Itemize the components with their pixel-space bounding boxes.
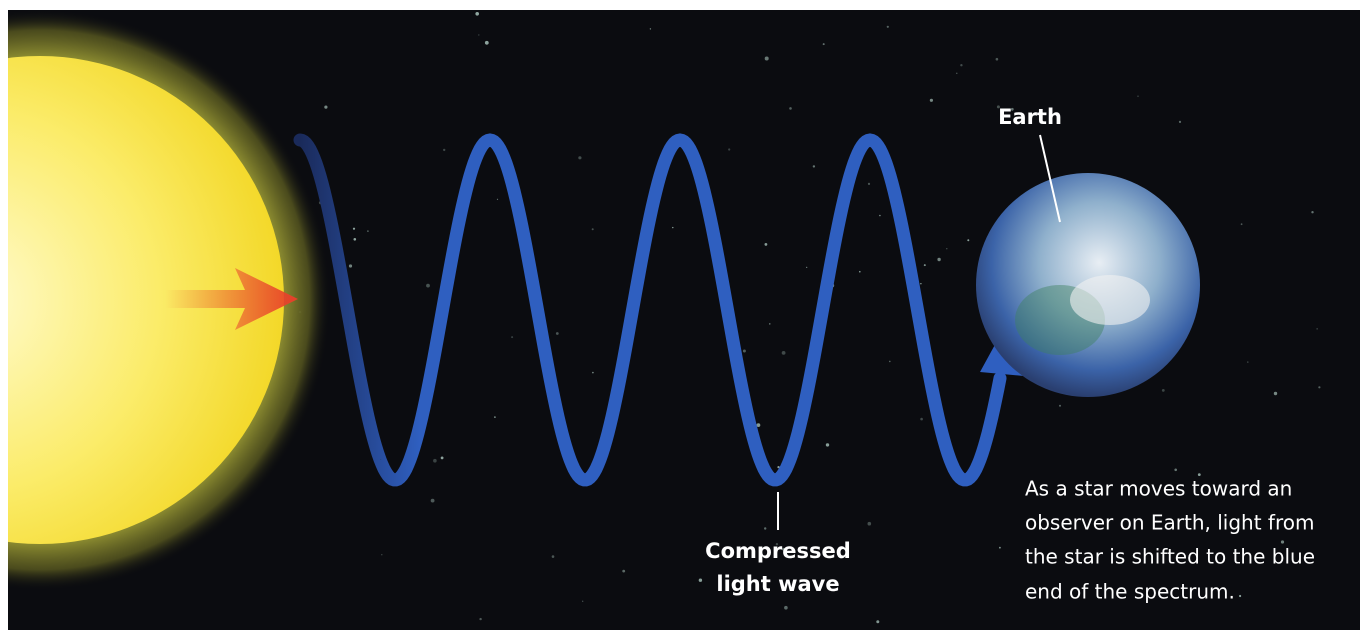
earth-cloud bbox=[1070, 275, 1150, 325]
star bbox=[822, 43, 825, 46]
wave-label: light wave bbox=[716, 572, 839, 596]
star bbox=[1247, 361, 1249, 363]
star bbox=[929, 98, 934, 102]
star bbox=[555, 332, 559, 335]
star bbox=[775, 543, 779, 546]
star bbox=[956, 72, 958, 75]
caption-line: observer on Earth, light from bbox=[1025, 511, 1314, 535]
star bbox=[494, 416, 496, 418]
star bbox=[672, 226, 674, 229]
star bbox=[999, 546, 1001, 549]
star bbox=[324, 105, 328, 109]
star bbox=[782, 547, 785, 551]
star bbox=[1318, 386, 1321, 389]
star bbox=[920, 283, 922, 285]
star bbox=[769, 323, 771, 325]
star bbox=[1059, 404, 1061, 407]
star bbox=[381, 554, 383, 556]
star bbox=[592, 371, 594, 374]
earth-label: Earth bbox=[998, 105, 1062, 129]
star bbox=[784, 605, 788, 610]
star bbox=[923, 264, 926, 267]
star bbox=[995, 57, 999, 61]
star bbox=[1311, 211, 1314, 214]
star bbox=[806, 266, 808, 268]
star bbox=[812, 165, 816, 168]
star bbox=[867, 521, 872, 526]
star bbox=[348, 264, 353, 268]
star bbox=[591, 228, 594, 231]
star bbox=[967, 239, 970, 242]
star bbox=[440, 456, 444, 460]
star bbox=[889, 360, 891, 363]
star bbox=[946, 248, 948, 250]
caption-line: the star is shifted to the blue bbox=[1025, 545, 1315, 569]
motion-arrow bbox=[165, 268, 298, 330]
star bbox=[756, 423, 761, 427]
star bbox=[511, 336, 514, 339]
sun bbox=[8, 56, 284, 544]
star bbox=[649, 28, 652, 30]
star bbox=[433, 458, 437, 463]
star bbox=[582, 600, 584, 602]
star bbox=[876, 620, 880, 624]
star bbox=[478, 34, 480, 36]
stars bbox=[298, 12, 1321, 624]
star bbox=[764, 527, 767, 530]
star bbox=[886, 25, 889, 28]
star bbox=[352, 227, 356, 230]
star bbox=[1239, 594, 1242, 598]
star bbox=[1174, 468, 1177, 472]
star bbox=[728, 148, 731, 151]
star bbox=[960, 63, 963, 67]
star bbox=[1161, 389, 1165, 392]
star bbox=[430, 498, 435, 503]
star bbox=[1137, 95, 1139, 97]
star bbox=[479, 617, 482, 621]
star bbox=[496, 198, 499, 200]
star bbox=[1240, 223, 1243, 226]
light-wave bbox=[293, 133, 1007, 487]
star bbox=[484, 40, 489, 45]
star bbox=[781, 351, 786, 355]
star bbox=[764, 243, 768, 246]
star bbox=[789, 107, 792, 110]
star bbox=[764, 56, 769, 61]
star bbox=[879, 214, 881, 217]
star bbox=[578, 156, 582, 160]
star bbox=[1197, 473, 1201, 476]
star bbox=[825, 443, 830, 447]
star bbox=[996, 105, 1000, 109]
star bbox=[353, 238, 357, 241]
wave-label: Compressed bbox=[705, 539, 851, 563]
caption-line: As a star moves toward an bbox=[1025, 477, 1292, 501]
star bbox=[1280, 540, 1285, 544]
star bbox=[551, 555, 555, 558]
star bbox=[777, 466, 780, 469]
star bbox=[1316, 328, 1318, 330]
star bbox=[1010, 107, 1014, 111]
earth-leader bbox=[1039, 134, 1061, 223]
star bbox=[742, 349, 746, 353]
star bbox=[475, 12, 480, 16]
star bbox=[859, 270, 861, 273]
star bbox=[1178, 120, 1182, 123]
star bbox=[937, 257, 941, 262]
star bbox=[867, 182, 871, 185]
star bbox=[443, 148, 446, 152]
star bbox=[367, 230, 369, 233]
star bbox=[698, 578, 703, 582]
star bbox=[1273, 391, 1278, 396]
star bbox=[622, 569, 626, 573]
star bbox=[426, 283, 430, 288]
star bbox=[920, 417, 923, 421]
caption-line: end of the spectrum. bbox=[1025, 580, 1235, 604]
